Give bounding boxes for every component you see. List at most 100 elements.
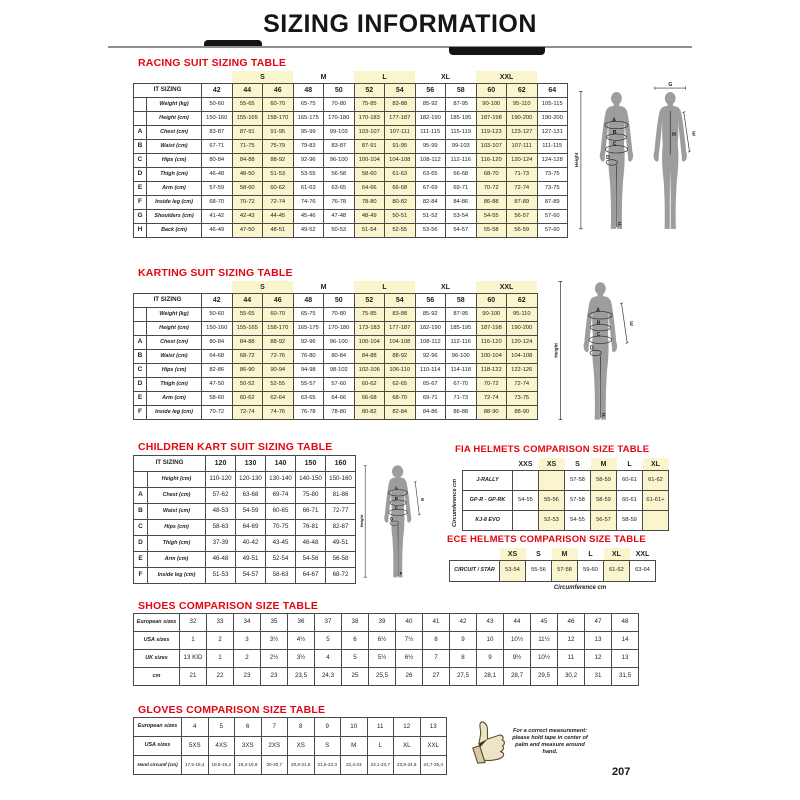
table-cell: 13	[584, 631, 612, 650]
table-cell: 73-75	[536, 167, 568, 182]
table-cell: 60-62	[262, 181, 294, 196]
table-cell: 177-187	[384, 321, 416, 336]
table-cell: 54-55	[512, 490, 539, 511]
table-cell: 50	[323, 293, 355, 308]
table-cell: 6	[234, 717, 262, 737]
table-cell: A	[133, 125, 147, 140]
table-cell: 58-60	[353, 167, 385, 182]
table-cell: 53-56	[414, 223, 446, 238]
table-cell: 60-61	[616, 470, 643, 491]
table-cell: F	[133, 405, 147, 420]
table-cell: 31,5	[611, 667, 639, 686]
table-cell	[450, 548, 500, 561]
table-cell: 155-165	[231, 321, 263, 336]
table-cell: L	[354, 71, 415, 84]
table-cell: 44	[231, 83, 263, 98]
table-cell: E	[133, 181, 147, 196]
table-cell: 170-180	[323, 111, 355, 126]
table-cell: 55-57	[292, 377, 324, 392]
table-cell: 155-165	[231, 111, 263, 126]
table-cell: 57-58	[551, 560, 578, 582]
table-cell: 50	[323, 83, 355, 98]
table-cell: D	[133, 535, 148, 552]
table-cell: 69-71	[445, 181, 477, 196]
table-cell: 48-49	[353, 209, 385, 224]
table-cell: Thigh (cm)	[147, 535, 206, 552]
table-cell: 12	[393, 717, 421, 737]
table-cell: 64-69	[235, 519, 266, 536]
measure-label-e: E	[692, 131, 696, 137]
table-cell: 90-100	[475, 307, 507, 322]
table-cell: 96-100	[323, 153, 355, 168]
table-cell: 95-99	[292, 125, 324, 140]
table-cell: 5	[341, 649, 369, 668]
table-cell: 83-88	[384, 97, 416, 112]
table-cell: 177-187	[384, 111, 416, 126]
table-cell: 32	[179, 613, 207, 632]
table-cell: 57-59	[201, 181, 233, 196]
table-cell: 12	[557, 631, 585, 650]
table-cell: M	[551, 548, 578, 561]
table-cell: 80-84	[201, 335, 233, 350]
table-cell: 84-86	[414, 405, 446, 420]
table-cell: A	[133, 335, 147, 350]
table-cell: 68-70	[201, 195, 233, 210]
table-cell: 25,5	[368, 667, 396, 686]
table-cell: 57-58	[564, 470, 591, 491]
measure-label-f: F	[618, 222, 621, 228]
table-cell: 64-66	[323, 391, 355, 406]
racing-figure: Height A B C D F G H E	[565, 82, 710, 241]
table-cell: Hips (cm)	[146, 363, 202, 378]
table-cell: XL	[603, 548, 630, 561]
table-cell: 39	[368, 613, 396, 632]
table-cell: 3½	[260, 631, 288, 650]
table-cell: 50-51	[384, 209, 416, 224]
table-cell: 44	[503, 613, 531, 632]
table-cell: 28,1	[476, 667, 504, 686]
table-cell: 158-170	[262, 111, 294, 126]
table-cell: 96-100	[323, 335, 355, 350]
table-cell: Hips (cm)	[146, 153, 202, 168]
table-cell: 31	[584, 667, 612, 686]
table-cell: 42	[449, 613, 477, 632]
table-cell: 42	[201, 293, 233, 308]
table-cell: 110-114	[414, 363, 446, 378]
table-cell: Hips (cm)	[147, 519, 206, 536]
table-cell: C	[133, 153, 147, 168]
table-cell: 12	[584, 649, 612, 668]
table-cell: 23,1-23,7	[366, 755, 394, 775]
table-cell: 23,5	[287, 667, 315, 686]
table-cell: 88-90	[506, 405, 538, 420]
table-cell: 120-124	[506, 153, 538, 168]
table-cell: S	[575, 460, 580, 468]
table-cell: 10½	[530, 649, 558, 668]
shoes-section-heading: SHOES COMPARISON SIZE TABLE	[138, 600, 319, 612]
table-cell: 92-96	[292, 335, 324, 350]
table-cell: 6½	[368, 631, 396, 650]
table-cell: Back (cm)	[146, 223, 202, 238]
table-cell: C	[133, 363, 147, 378]
table-cell: 124-128	[536, 153, 568, 168]
table-cell: 46	[262, 293, 294, 308]
table-cell: 82-84	[414, 195, 446, 210]
table-cell: L	[588, 550, 593, 558]
table-cell: 13	[611, 649, 639, 668]
page-number: 207	[612, 766, 631, 778]
children-kart-suit-table: IT SIZING 120 130 140 150 160 Height (cm) 110-1…	[133, 455, 356, 584]
table-cell: 7½	[395, 631, 423, 650]
table-cell: E	[133, 391, 147, 406]
table-cell: 111-115	[536, 139, 568, 154]
table-cell: 49-52	[292, 223, 324, 238]
table-cell: 34	[233, 613, 261, 632]
table-cell	[134, 71, 233, 84]
table-cell: 127-131	[536, 125, 568, 140]
table-cell: Chest (cm)	[147, 487, 206, 504]
table-cell: 46	[262, 83, 294, 98]
table-cell: 122-126	[506, 363, 538, 378]
table-cell: 84-88	[231, 335, 263, 350]
table-cell: 40	[395, 613, 423, 632]
table-cell: 60-62	[231, 391, 263, 406]
table-cell: 41-42	[201, 209, 233, 224]
ece-section-heading: ECE HELMETS COMPARISON SIZE TABLE	[447, 534, 646, 545]
